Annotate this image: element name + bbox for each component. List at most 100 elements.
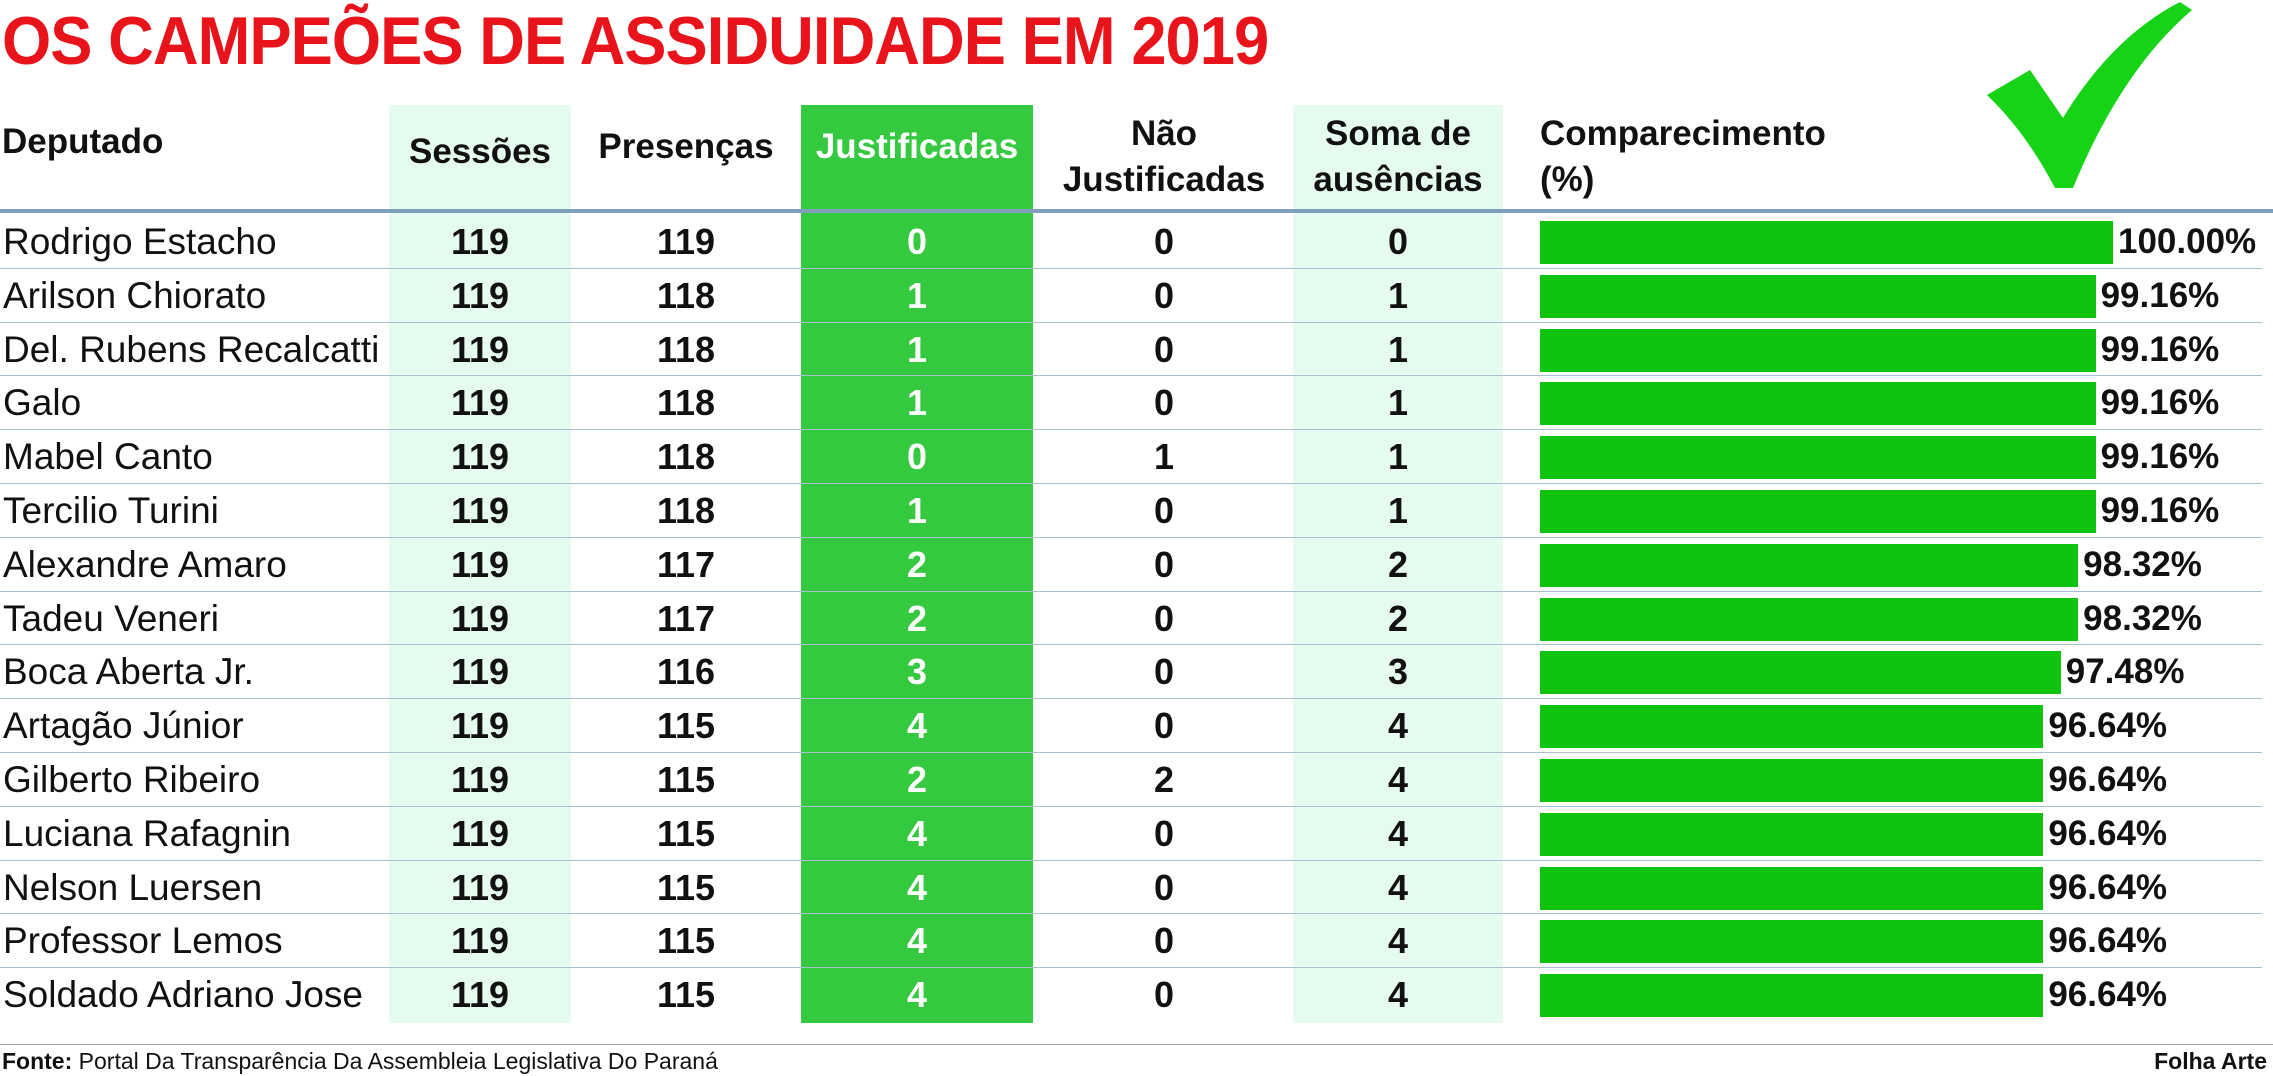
comparecimento-bar	[1540, 328, 2096, 372]
nao-justificadas-value: 0	[1153, 651, 1175, 693]
comparecimento-label: 96.64%	[2048, 867, 2168, 907]
source-text: Portal Da Transparência Da Assembleia Le…	[72, 1048, 718, 1074]
soma-ausencias-value: 1	[1387, 490, 1409, 531]
sessoes-value: 119	[450, 221, 510, 262]
justificadas-value: 4	[906, 866, 928, 908]
presencas-value: 117	[656, 543, 716, 585]
check-mark-icon	[1987, 2, 2192, 188]
nao-justificadas-value: 0	[1153, 274, 1175, 316]
nao-justificadas-value: 0	[1153, 597, 1175, 639]
sessoes-value: 119	[450, 543, 510, 585]
deputado-name: Artagão Júnior	[3, 705, 244, 747]
nao-justificadas-value: 0	[1153, 543, 1175, 585]
nao-justificadas-value: 1	[1153, 436, 1175, 478]
table-row: Boca Aberta Jr. 119 116 3 0 3 97.48%	[0, 645, 2273, 700]
header-justificadas: Justificadas	[801, 95, 1033, 198]
nao-justificadas-value: 0	[1153, 328, 1175, 370]
table-row: Gilberto Ribeiro 119 115 2 2 4 96.64%	[0, 753, 2273, 807]
presencas-value: 118	[656, 490, 716, 531]
deputado-name: Boca Aberta Jr.	[3, 651, 254, 693]
header-soma-line2: ausências	[1313, 159, 1483, 199]
justificadas-value: 0	[906, 436, 928, 478]
presencas-value: 119	[656, 221, 716, 262]
comparecimento-label: 98.32%	[2083, 598, 2202, 638]
soma-ausencias-value: 4	[1387, 812, 1409, 854]
presencas-value: 115	[656, 866, 716, 908]
sessoes-value: 119	[450, 812, 510, 854]
comparecimento-label: 98.32%	[2083, 544, 2202, 584]
nao-justificadas-value: 0	[1153, 382, 1175, 424]
nao-justificadas-value: 0	[1153, 490, 1175, 531]
table-row: Tadeu Veneri 119 117 2 0 2 98.32%	[0, 592, 2273, 646]
credit: Folha Arte	[2154, 1048, 2267, 1074]
justificadas-value: 4	[906, 705, 928, 747]
header-soma-line1: Soma de	[1325, 113, 1471, 153]
comparecimento-bar	[1540, 597, 2079, 641]
sessoes-value: 119	[450, 866, 510, 908]
sessoes-column-bg	[389, 105, 571, 1023]
soma-ausencias-value: 3	[1387, 651, 1409, 693]
justificadas-value: 1	[906, 490, 928, 531]
source-note: Fonte: Portal Da Transparência Da Assemb…	[2, 1048, 718, 1075]
comparecimento-bar	[1540, 436, 2096, 480]
soma-ausencias-value: 4	[1387, 866, 1409, 908]
soma-ausencias-value: 1	[1387, 274, 1409, 316]
soma-ausencias-value: 0	[1387, 221, 1409, 262]
presencas-value: 115	[656, 759, 716, 800]
comparecimento-label: 96.64%	[2048, 813, 2168, 853]
soma-ausencias-value: 4	[1387, 759, 1409, 800]
header-soma-ausencias: Soma de ausências	[1293, 105, 1503, 208]
table-row: Luciana Rafagnin 119 115 4 0 4 96.64%	[0, 807, 2273, 861]
presencas-value: 116	[656, 651, 716, 693]
comparecimento-label: 96.64%	[2048, 760, 2168, 799]
soma-ausencias-value: 2	[1387, 543, 1409, 585]
soma-ausencias-value: 4	[1387, 705, 1409, 747]
sessoes-value: 119	[450, 328, 510, 370]
justificadas-value: 4	[906, 812, 928, 854]
row-divider	[0, 375, 2262, 377]
justificadas-value: 2	[906, 759, 928, 800]
justificadas-value: 3	[906, 651, 928, 693]
justificadas-value: 2	[906, 597, 928, 639]
justificadas-value: 4	[906, 974, 928, 1016]
nao-justificadas-value: 0	[1153, 974, 1175, 1016]
deputado-name: Del. Rubens Recalcatti	[3, 328, 380, 370]
header-presencas: Presenças	[580, 95, 792, 198]
row-divider	[0, 644, 2262, 646]
comparecimento-label: 99.16%	[2100, 491, 2220, 530]
row-divider	[0, 913, 2262, 915]
soma-ausencias-value: 2	[1387, 597, 1409, 639]
row-divider	[0, 267, 2262, 269]
header-nao-justificadas-line2: Justificadas	[1062, 159, 1266, 199]
soma-column-bg	[1293, 105, 1503, 1023]
row-divider	[0, 590, 2262, 592]
table-row: Professor Lemos 119 115 4 0 4 96.64%	[0, 914, 2273, 969]
header-nao-justificadas-line1: Não	[1130, 113, 1198, 153]
deputado-name: Galo	[3, 382, 82, 424]
presencas-value: 118	[656, 436, 716, 478]
deputado-name: Arilson Chiorato	[3, 274, 267, 316]
nao-justificadas-value: 0	[1153, 221, 1175, 262]
presencas-value: 117	[656, 597, 716, 639]
table-row: Nelson Luersen 119 115 4 0 4 96.64%	[0, 861, 2273, 915]
sessoes-value: 119	[450, 274, 510, 316]
comparecimento-bar	[1540, 490, 2096, 533]
row-divider	[0, 967, 2262, 969]
table-row: Mabel Canto 119 118 0 1 1 99.16%	[0, 430, 2273, 484]
sessoes-value: 119	[450, 436, 510, 478]
soma-ausencias-value: 4	[1387, 974, 1409, 1016]
header-divider	[0, 209, 2273, 213]
deputado-name: Gilberto Ribeiro	[3, 759, 261, 800]
deputado-name: Alexandre Amaro	[3, 543, 287, 585]
header-justificadas-label: Justificadas	[815, 126, 1019, 166]
table-row: Alexandre Amaro 119 117 2 0 2 98.32%	[0, 538, 2273, 592]
table-row: Artagão Júnior 119 115 4 0 4 96.64%	[0, 699, 2273, 753]
table-row: Arilson Chiorato 119 118 1 0 1 99.16%	[0, 269, 2273, 323]
table-row: Soldado Adriano Jose 119 115 4 0 4 96.64%	[0, 968, 2273, 1022]
comparecimento-bar	[1540, 221, 2113, 264]
row-divider	[0, 429, 2262, 431]
comparecimento-bar	[1540, 759, 2044, 802]
table-row: Del. Rubens Recalcatti 119 118 1 0 1 99.16%	[0, 323, 2273, 377]
header-nao-justificadas: Não Justificadas	[1040, 105, 1288, 208]
comparecimento-label: 96.64%	[2048, 706, 2168, 746]
